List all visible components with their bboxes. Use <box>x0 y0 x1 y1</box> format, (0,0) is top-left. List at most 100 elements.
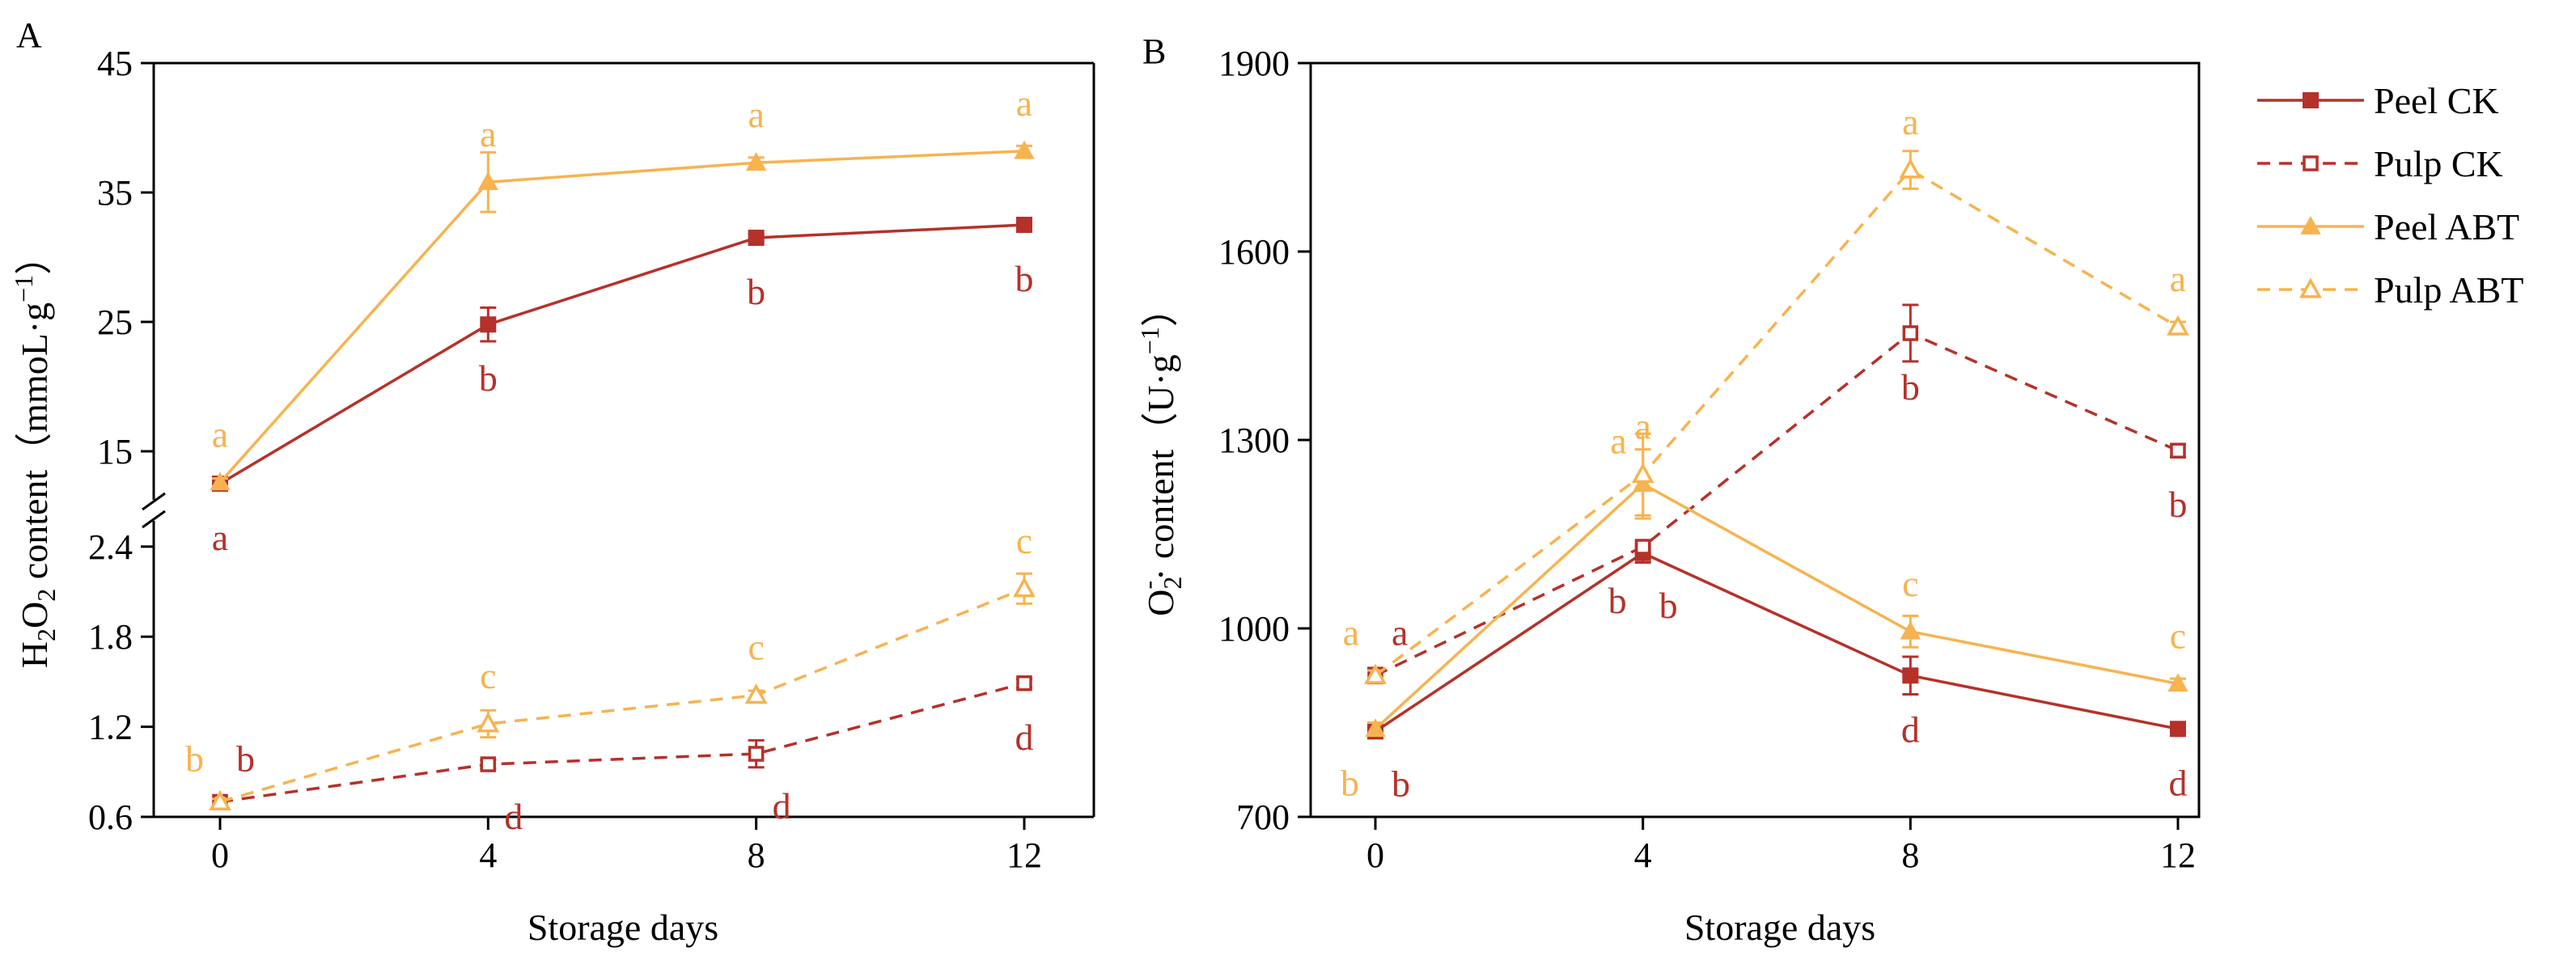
legend-item: Pulp CK <box>2257 143 2503 184</box>
data-point <box>210 472 231 491</box>
series-line-peel-ck <box>1375 551 2179 733</box>
series-line-pulp-ck <box>1375 331 2179 677</box>
legend-label: Pulp ABT <box>2374 269 2523 311</box>
significance-letter: b <box>747 271 765 312</box>
legend-marker <box>2303 155 2319 171</box>
significance-letter: b <box>1659 585 1678 626</box>
y-tick-label: 700 <box>1236 797 1290 837</box>
significance-letter: b <box>2169 484 2188 525</box>
panel-b-y-axis-label: O2-· content（U·g−1） <box>1133 290 1187 616</box>
data-point <box>1364 663 1387 684</box>
significance-letter: d <box>773 785 791 827</box>
significance-letter: c <box>1016 520 1032 561</box>
series-pulp-abt <box>1364 150 2189 684</box>
panel-a-y-axis-label: H2O2 content（mmoL·g−1） <box>9 238 61 668</box>
series-line-pulp-ck <box>219 682 1025 804</box>
series-peel-ck <box>1367 542 2186 740</box>
data-point <box>209 789 231 810</box>
significance-letter: b <box>1015 258 1034 299</box>
y-tick-label: 1600 <box>1218 232 1290 272</box>
legend-label: Pulp CK <box>2374 143 2503 184</box>
data-point <box>2170 721 2186 738</box>
data-point <box>2167 315 2189 336</box>
data-point <box>477 712 500 733</box>
data-point <box>1014 140 1035 159</box>
significance-letter: a <box>2170 258 2186 299</box>
data-point <box>1902 325 1919 341</box>
significance-letter: b <box>1341 762 1359 803</box>
series-line-pulp-abt <box>1374 167 2179 677</box>
data-point <box>748 746 765 762</box>
legend-item: Peel ABT <box>2257 206 2519 247</box>
significance-letter: a <box>212 413 228 455</box>
x-tick-label: 8 <box>748 835 765 875</box>
significance-letter: c <box>480 655 496 696</box>
data-point <box>1016 675 1032 692</box>
legend-marker <box>2299 277 2322 298</box>
panel-b-legend: Peel CK Pulp CK Peel ABT Pulp ABT <box>2257 80 2523 311</box>
axis-break-mark <box>142 510 166 529</box>
data-point <box>744 683 768 704</box>
data-point <box>745 152 767 171</box>
significance-letter: b <box>185 738 204 779</box>
panel-b-series <box>1364 150 2189 740</box>
panel-a-label: A <box>16 15 42 55</box>
x-tick-label: 4 <box>479 835 497 875</box>
x-tick-label: 0 <box>1366 835 1384 875</box>
series-line-peel-abt <box>1374 482 2179 730</box>
significance-letter: a <box>1610 420 1626 461</box>
y-tick-label: 15 <box>97 432 133 472</box>
significance-letter: b <box>236 738 255 779</box>
significance-letter: c <box>2170 615 2186 656</box>
y-tick-label: 25 <box>97 302 133 342</box>
legend-label: Peel CK <box>2374 80 2499 121</box>
y-tick-label: 1000 <box>1218 609 1290 649</box>
panel-a-ticks: 0 4 8 12 15 25 35 45 0.6 1.2 1.8 2.4 <box>88 44 1042 875</box>
y-tick-label: 1.8 <box>88 617 133 657</box>
y-tick-label: 1300 <box>1218 421 1290 460</box>
series-line-peel-ck <box>219 223 1025 485</box>
series-pulp-ck <box>1367 303 2186 685</box>
panel-b-x-axis-label: Storage days <box>1684 907 1875 948</box>
data-point <box>480 316 497 333</box>
significance-letter: c <box>748 627 764 668</box>
significance-letter: d <box>2169 762 2188 803</box>
series-line-pulp-abt <box>219 587 1025 804</box>
series-pulp-ck <box>212 675 1032 810</box>
series-line-peel-abt <box>218 150 1025 484</box>
significance-letter: b <box>479 357 498 399</box>
x-tick-label: 4 <box>1634 835 1652 875</box>
significance-letter: c <box>1902 563 1918 604</box>
significance-letter: b <box>1608 580 1627 621</box>
data-point <box>2170 442 2186 459</box>
data-point <box>1631 463 1654 484</box>
panel-b-axes <box>1309 61 2201 818</box>
data-point <box>1900 620 1921 640</box>
panel-b-plot-frame <box>1309 61 2201 818</box>
y-tick-label: 2.4 <box>88 527 133 567</box>
series-peel-abt <box>1365 448 2188 738</box>
data-point <box>480 756 497 772</box>
series-peel-abt <box>210 140 1035 491</box>
data-point <box>1365 718 1386 738</box>
x-tick-label: 12 <box>2160 835 2196 875</box>
y-tick-label: 1900 <box>1218 44 1290 83</box>
significance-letter: d <box>1901 708 1920 750</box>
legend-marker <box>2303 92 2319 108</box>
legend-item: Pulp ABT <box>2257 269 2523 311</box>
panel-a-series <box>209 140 1036 810</box>
data-point <box>2167 673 2188 692</box>
significance-letter: d <box>504 796 523 837</box>
panel-a-x-axis-label: Storage days <box>527 907 718 948</box>
significance-letter: a <box>212 517 228 558</box>
data-point <box>748 230 765 246</box>
legend-label: Peel ABT <box>2374 206 2519 247</box>
significance-letter: a <box>748 94 764 135</box>
x-tick-label: 0 <box>211 835 229 875</box>
data-point <box>1016 217 1032 233</box>
